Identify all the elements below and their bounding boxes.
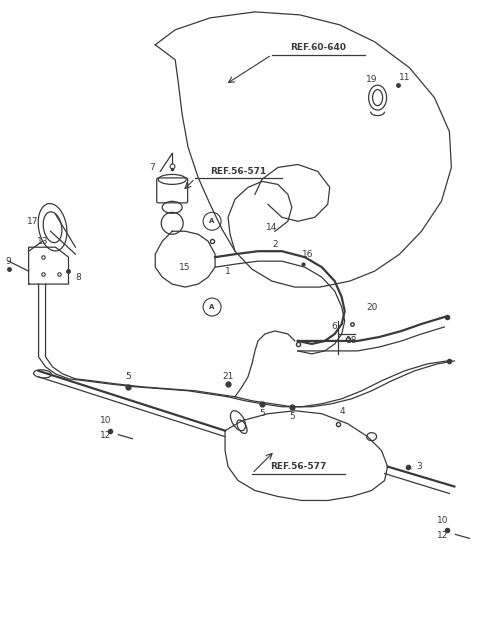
Text: A: A	[209, 304, 215, 310]
Text: 10: 10	[100, 416, 111, 425]
Text: 10: 10	[437, 516, 448, 525]
Text: REF.56-571: REF.56-571	[210, 167, 266, 176]
Text: 21: 21	[222, 373, 234, 381]
Text: 18: 18	[346, 337, 358, 346]
Text: 20: 20	[366, 302, 377, 312]
Text: 15: 15	[180, 263, 191, 272]
Text: 5: 5	[125, 373, 131, 381]
Text: 16: 16	[302, 250, 313, 259]
Text: 1: 1	[225, 266, 231, 275]
Text: A: A	[209, 219, 215, 224]
Text: 7: 7	[149, 163, 155, 172]
Text: 5: 5	[289, 412, 295, 421]
Text: REF.60-640: REF.60-640	[290, 43, 346, 52]
Text: 5: 5	[259, 409, 265, 419]
Text: 4: 4	[340, 407, 346, 416]
Text: 14: 14	[266, 223, 277, 232]
Text: REF.56-577: REF.56-577	[270, 462, 326, 471]
Text: 13: 13	[37, 236, 48, 246]
Text: 19: 19	[366, 75, 377, 84]
Text: 12: 12	[437, 531, 448, 540]
Text: 8: 8	[75, 273, 81, 282]
Text: 6: 6	[332, 323, 337, 332]
Text: 17: 17	[27, 217, 38, 226]
Text: 2: 2	[272, 240, 278, 249]
Text: 3: 3	[417, 462, 422, 471]
Text: 9: 9	[6, 257, 12, 266]
Text: 12: 12	[100, 431, 111, 440]
Text: 11: 11	[399, 73, 410, 82]
